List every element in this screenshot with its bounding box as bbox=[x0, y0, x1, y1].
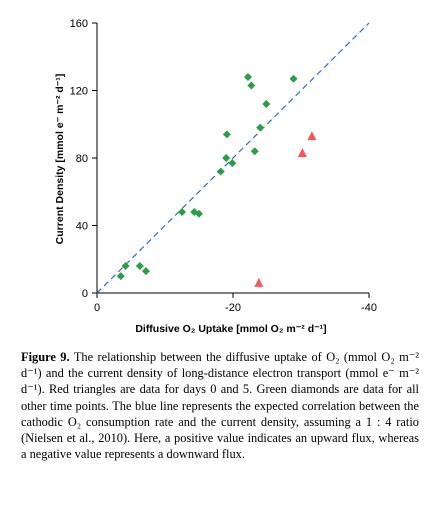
x-axis-title: Diffusive O₂ Uptake [mmol O₂ m⁻² d⁻¹] bbox=[135, 323, 326, 335]
data-point-diamond bbox=[121, 262, 130, 270]
y-axis-title: Current Density [mmol e⁻ m⁻² d⁻¹] bbox=[54, 74, 66, 245]
plot-area: 0 40 80 120 160 0 -20 -40 bbox=[70, 18, 377, 314]
y-tick-label: 40 bbox=[76, 221, 88, 233]
data-point-diamond bbox=[116, 272, 125, 281]
y-tick-label: 0 bbox=[82, 288, 88, 300]
caption-label: Figure 9. bbox=[21, 350, 70, 364]
caption-text: The relationship between the diffusive u… bbox=[21, 350, 420, 462]
data-point-diamond bbox=[262, 100, 271, 108]
data-point-diamond bbox=[141, 267, 150, 276]
data-point-diamond bbox=[178, 208, 186, 216]
x-tick-label: 0 bbox=[94, 302, 100, 314]
data-point-diamond bbox=[135, 262, 144, 270]
data-point-diamond bbox=[222, 154, 231, 162]
x-tick-label: -40 bbox=[361, 302, 377, 314]
y-tick-label: 160 bbox=[70, 18, 88, 30]
data-point-triangle bbox=[307, 131, 317, 141]
y-tick-label: 120 bbox=[70, 86, 88, 98]
data-point-diamond bbox=[195, 209, 203, 218]
x-tick-label: -20 bbox=[225, 302, 241, 314]
data-point-diamond bbox=[289, 74, 298, 83]
data-point-triangle bbox=[297, 147, 307, 157]
data-point-diamond bbox=[216, 167, 225, 176]
y-tick-label: 80 bbox=[76, 153, 88, 165]
data-point-diamond bbox=[250, 147, 259, 156]
data-point-triangle bbox=[254, 277, 264, 287]
data-point-diamond bbox=[247, 81, 256, 90]
data-point-diamond bbox=[228, 159, 237, 168]
figure-caption: Figure 9. The relationship between the d… bbox=[21, 349, 419, 462]
scatter-chart: 0 40 80 120 160 0 -20 -40 Diffusive O₂ Uptake [… bbox=[54, 18, 377, 335]
data-point-diamond bbox=[222, 130, 231, 139]
data-point-diamond bbox=[243, 73, 252, 81]
data-point-diamond bbox=[256, 123, 265, 132]
expected-correlation-line bbox=[96, 22, 370, 294]
